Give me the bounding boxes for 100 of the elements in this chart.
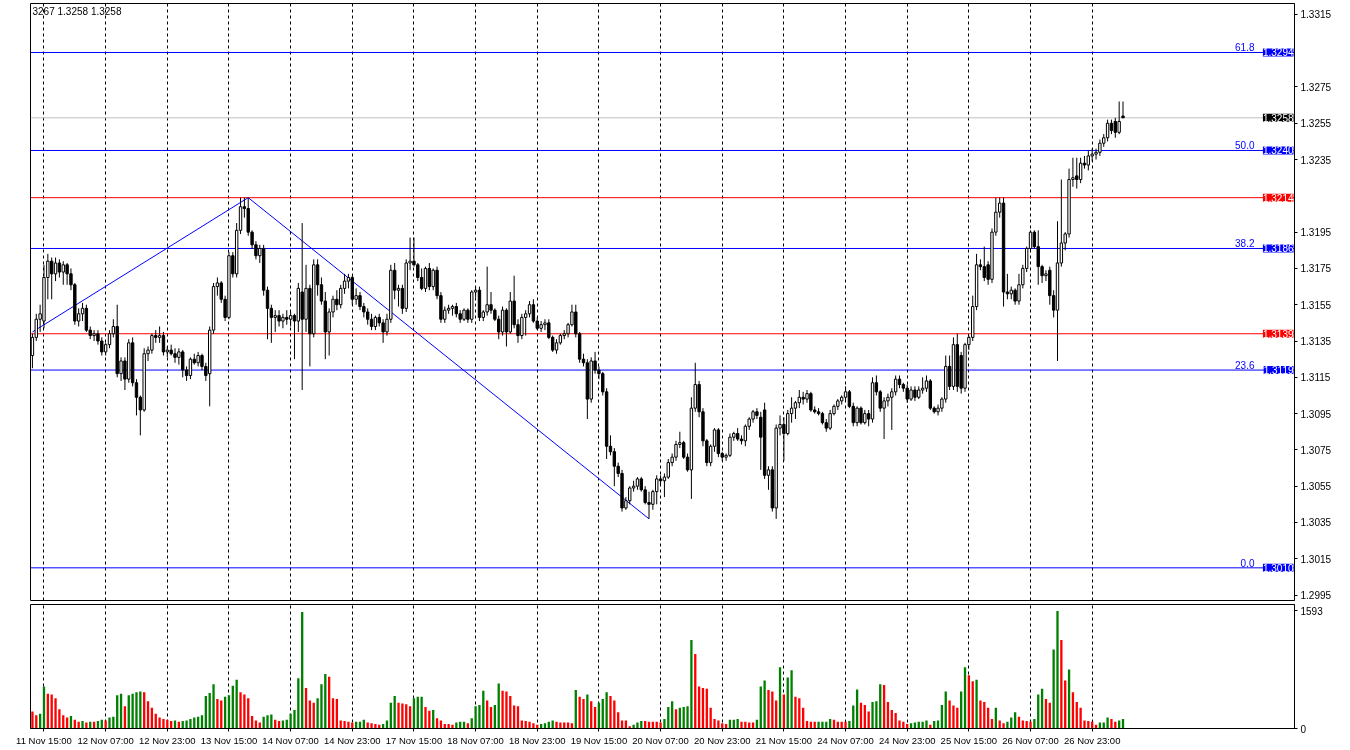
bar xyxy=(451,724,454,729)
bar xyxy=(894,713,897,729)
bar xyxy=(239,692,242,729)
bar xyxy=(844,721,847,729)
x-tick-label: 14 Nov 07:00 xyxy=(262,734,319,746)
bar xyxy=(212,684,215,729)
y-tick-label: 1.3075 xyxy=(1300,444,1332,456)
y-tick-label: 1.3135 xyxy=(1300,336,1332,348)
bar xyxy=(794,696,797,729)
x-tick-label: 20 Nov 07:00 xyxy=(632,734,689,746)
bar xyxy=(447,724,450,729)
x-tick-label: 24 Nov 07:00 xyxy=(817,734,874,746)
y-tick-label: 1593 xyxy=(1300,605,1324,617)
candlestick xyxy=(53,257,58,282)
bar xyxy=(85,722,88,729)
annotation: 0.0 xyxy=(1240,557,1255,569)
ref-line-label: 1.3258 xyxy=(1262,112,1294,124)
ref-line-label: 1.3139 xyxy=(1262,328,1294,340)
candlestick xyxy=(57,258,62,278)
bar xyxy=(744,721,747,729)
bar xyxy=(81,721,84,729)
candlestick xyxy=(423,266,428,293)
bar xyxy=(270,714,273,729)
bar xyxy=(578,696,581,729)
candlestick xyxy=(728,433,732,458)
bar xyxy=(659,722,662,729)
bar xyxy=(428,710,431,729)
candlestick xyxy=(419,267,424,291)
annotation: 23.6 xyxy=(1235,360,1255,372)
bar xyxy=(948,700,951,729)
bar xyxy=(902,721,905,729)
bar xyxy=(420,696,423,729)
candlestick xyxy=(855,405,859,427)
candlestick xyxy=(84,304,89,333)
y-tick-label: 1.3095 xyxy=(1300,408,1332,420)
bar xyxy=(54,698,57,729)
bar xyxy=(131,693,134,729)
y-tick-label: 1.3055 xyxy=(1300,481,1332,493)
bar xyxy=(736,718,739,729)
bar xyxy=(555,721,558,729)
bar xyxy=(108,717,111,729)
x-tick-label: 17 Nov 15:00 xyxy=(385,734,443,746)
bar xyxy=(821,721,824,729)
bar xyxy=(1006,721,1009,729)
x-tick-label: 13 Nov 15:00 xyxy=(200,734,258,746)
candlestick xyxy=(539,320,543,333)
candlestick xyxy=(281,313,285,329)
y-tick-label: 0 xyxy=(1300,723,1307,735)
x-tick-label: 19 Nov 15:00 xyxy=(570,734,628,746)
bar xyxy=(975,679,978,729)
candlestick xyxy=(485,266,489,317)
candlestick xyxy=(1117,100,1121,135)
bar xyxy=(582,698,585,729)
candlestick xyxy=(1113,117,1117,139)
ref-line-label: 1.3010 xyxy=(1262,562,1294,574)
bar xyxy=(1056,610,1059,729)
ref-line-label: 1.3240 xyxy=(1262,145,1294,157)
candlestick xyxy=(173,347,177,364)
bar xyxy=(586,694,589,729)
bar xyxy=(397,702,400,729)
bar xyxy=(162,718,165,729)
candlestick xyxy=(181,349,185,378)
bar xyxy=(401,703,404,729)
candlestick xyxy=(1075,157,1079,190)
bar xyxy=(266,715,269,729)
bar xyxy=(636,722,639,729)
bar xyxy=(1002,723,1005,729)
bar xyxy=(370,723,373,729)
bar xyxy=(135,692,138,729)
bar xyxy=(31,711,34,729)
candlestick xyxy=(716,427,721,458)
bar xyxy=(1106,717,1109,729)
candlestick xyxy=(61,260,65,286)
bar xyxy=(790,670,793,729)
ref-line-label: 1.3119 xyxy=(1263,365,1294,377)
ref-line-label: 1.3214 xyxy=(1262,192,1294,204)
candlestick xyxy=(335,289,339,311)
candlestick xyxy=(273,309,277,333)
bar xyxy=(559,722,562,729)
bar xyxy=(690,639,693,729)
y-tick-label: 1.3315 xyxy=(1300,9,1332,21)
bar xyxy=(1029,721,1032,729)
x-tick-label: 26 Nov 07:00 xyxy=(1002,734,1059,746)
annotation: 61.8 xyxy=(1235,42,1255,54)
x-tick-label: 11 Nov 15:00 xyxy=(16,734,72,746)
x-tick-label: 26 Nov 23:00 xyxy=(1063,734,1121,746)
candlestick xyxy=(65,262,69,286)
bar xyxy=(474,706,477,729)
bar xyxy=(374,724,377,729)
x-tick-label: 25 Nov 15:00 xyxy=(940,734,998,746)
bar xyxy=(925,720,928,729)
bar xyxy=(921,721,924,729)
bar xyxy=(1110,718,1113,729)
candlestick xyxy=(828,409,832,431)
x-tick-label: 20 Nov 23:00 xyxy=(693,734,751,746)
ref-line-label: 1.3186 xyxy=(1262,243,1294,255)
x-tick-label: 18 Nov 23:00 xyxy=(509,734,566,746)
bar xyxy=(424,707,427,729)
candlestick xyxy=(500,306,505,337)
bar xyxy=(158,717,161,729)
